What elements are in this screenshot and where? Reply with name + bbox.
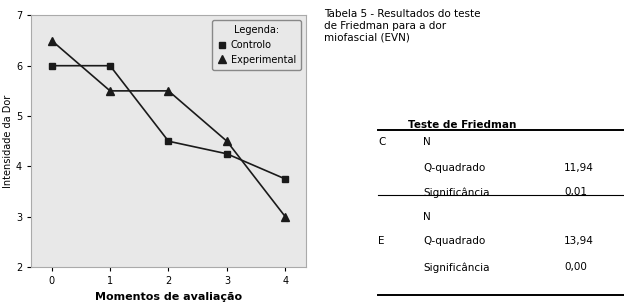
Text: 0,00: 0,00 bbox=[564, 262, 587, 273]
Text: Teste de Friedman: Teste de Friedman bbox=[408, 120, 517, 130]
Text: 11,94: 11,94 bbox=[564, 163, 594, 173]
Text: C: C bbox=[378, 137, 386, 147]
Text: Tabela 5 - Resultados do teste
de Friedman para a dor
miofascial (EVN): Tabela 5 - Resultados do teste de Friedm… bbox=[324, 9, 481, 42]
Text: 0,01: 0,01 bbox=[564, 187, 587, 197]
Text: Significância: Significância bbox=[423, 262, 490, 273]
Text: Significância: Significância bbox=[423, 187, 490, 198]
Text: N: N bbox=[423, 212, 431, 222]
Legend: Controlo, Experimental: Controlo, Experimental bbox=[212, 20, 301, 70]
Text: N: N bbox=[423, 137, 431, 147]
Text: Q-quadrado: Q-quadrado bbox=[423, 236, 485, 247]
Text: Q-quadrado: Q-quadrado bbox=[423, 163, 485, 173]
Y-axis label: Intensidade da Dor: Intensidade da Dor bbox=[3, 95, 13, 188]
X-axis label: Momentos de avaliação: Momentos de avaliação bbox=[95, 292, 242, 302]
Text: 13,94: 13,94 bbox=[564, 236, 594, 247]
Text: E: E bbox=[378, 236, 385, 247]
